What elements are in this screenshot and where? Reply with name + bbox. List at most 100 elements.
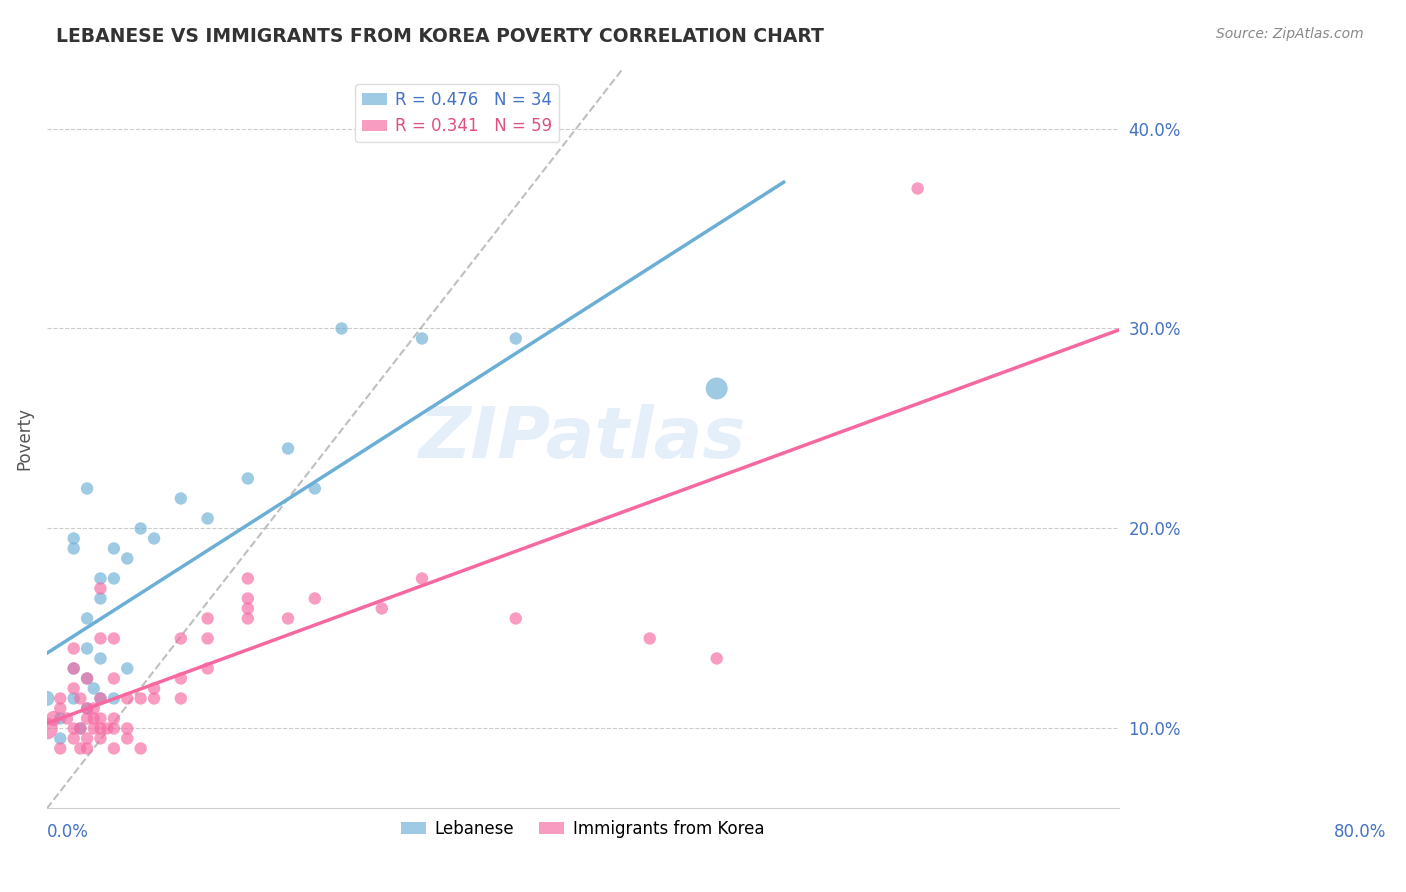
Point bbox=[103, 722, 125, 736]
Point bbox=[103, 672, 125, 686]
Point bbox=[49, 701, 72, 715]
Point bbox=[89, 651, 111, 665]
Text: LEBANESE VS IMMIGRANTS FROM KOREA POVERTY CORRELATION CHART: LEBANESE VS IMMIGRANTS FROM KOREA POVERT… bbox=[56, 27, 824, 45]
Legend: Lebanese, Immigrants from Korea: Lebanese, Immigrants from Korea bbox=[395, 814, 770, 845]
Point bbox=[236, 611, 259, 625]
Point bbox=[69, 722, 91, 736]
Point bbox=[83, 711, 105, 725]
Point bbox=[103, 541, 125, 556]
Point bbox=[62, 731, 84, 746]
Point bbox=[89, 711, 111, 725]
Point bbox=[143, 691, 166, 706]
Point bbox=[89, 691, 111, 706]
Point bbox=[62, 532, 84, 546]
Point bbox=[129, 691, 152, 706]
Point bbox=[197, 611, 219, 625]
Point bbox=[117, 691, 139, 706]
Text: Source: ZipAtlas.com: Source: ZipAtlas.com bbox=[1216, 27, 1364, 41]
Point bbox=[35, 722, 58, 736]
Point bbox=[89, 591, 111, 606]
Point bbox=[411, 331, 433, 345]
Point bbox=[277, 611, 299, 625]
Point bbox=[49, 731, 72, 746]
Point bbox=[103, 711, 125, 725]
Point bbox=[62, 691, 84, 706]
Text: ZIPatlas: ZIPatlas bbox=[419, 404, 747, 473]
Point bbox=[277, 442, 299, 456]
Point bbox=[117, 722, 139, 736]
Point bbox=[62, 681, 84, 696]
Point bbox=[42, 711, 65, 725]
Text: 0.0%: 0.0% bbox=[46, 823, 89, 841]
Point bbox=[236, 601, 259, 615]
Point bbox=[89, 632, 111, 646]
Point bbox=[197, 511, 219, 525]
Point bbox=[76, 701, 98, 715]
Point bbox=[638, 632, 661, 646]
Text: 80.0%: 80.0% bbox=[1334, 823, 1386, 841]
Point bbox=[505, 611, 527, 625]
Point bbox=[411, 572, 433, 586]
Point bbox=[62, 641, 84, 656]
Point bbox=[69, 691, 91, 706]
Point bbox=[371, 601, 394, 615]
Point bbox=[129, 741, 152, 756]
Point bbox=[69, 741, 91, 756]
Point bbox=[304, 482, 326, 496]
Point bbox=[197, 661, 219, 675]
Point bbox=[117, 661, 139, 675]
Point bbox=[76, 741, 98, 756]
Point bbox=[103, 691, 125, 706]
Point bbox=[62, 722, 84, 736]
Point bbox=[76, 672, 98, 686]
Point bbox=[236, 572, 259, 586]
Point bbox=[89, 731, 111, 746]
Point bbox=[76, 672, 98, 686]
Point bbox=[304, 591, 326, 606]
Point bbox=[76, 711, 98, 725]
Point bbox=[56, 711, 79, 725]
Point bbox=[236, 591, 259, 606]
Point bbox=[197, 632, 219, 646]
Point bbox=[170, 672, 193, 686]
Y-axis label: Poverty: Poverty bbox=[15, 407, 32, 470]
Point bbox=[505, 331, 527, 345]
Point bbox=[129, 521, 152, 535]
Point bbox=[83, 701, 105, 715]
Point bbox=[236, 471, 259, 485]
Point bbox=[170, 491, 193, 506]
Point bbox=[143, 681, 166, 696]
Point bbox=[907, 181, 929, 195]
Point bbox=[89, 722, 111, 736]
Point bbox=[62, 661, 84, 675]
Point bbox=[76, 731, 98, 746]
Point bbox=[62, 661, 84, 675]
Point bbox=[117, 731, 139, 746]
Point bbox=[49, 711, 72, 725]
Point bbox=[89, 582, 111, 596]
Point bbox=[62, 541, 84, 556]
Point bbox=[117, 551, 139, 566]
Point bbox=[35, 691, 58, 706]
Point bbox=[96, 722, 118, 736]
Point bbox=[170, 632, 193, 646]
Point bbox=[89, 572, 111, 586]
Point bbox=[76, 482, 98, 496]
Point bbox=[69, 722, 91, 736]
Point bbox=[103, 632, 125, 646]
Point bbox=[49, 691, 72, 706]
Point bbox=[706, 382, 728, 396]
Point bbox=[83, 681, 105, 696]
Point bbox=[103, 572, 125, 586]
Point bbox=[330, 321, 353, 335]
Point bbox=[143, 532, 166, 546]
Point bbox=[76, 611, 98, 625]
Point bbox=[76, 701, 98, 715]
Point bbox=[76, 641, 98, 656]
Point bbox=[170, 691, 193, 706]
Point bbox=[89, 691, 111, 706]
Point bbox=[83, 722, 105, 736]
Point bbox=[103, 741, 125, 756]
Point bbox=[49, 741, 72, 756]
Point bbox=[706, 651, 728, 665]
